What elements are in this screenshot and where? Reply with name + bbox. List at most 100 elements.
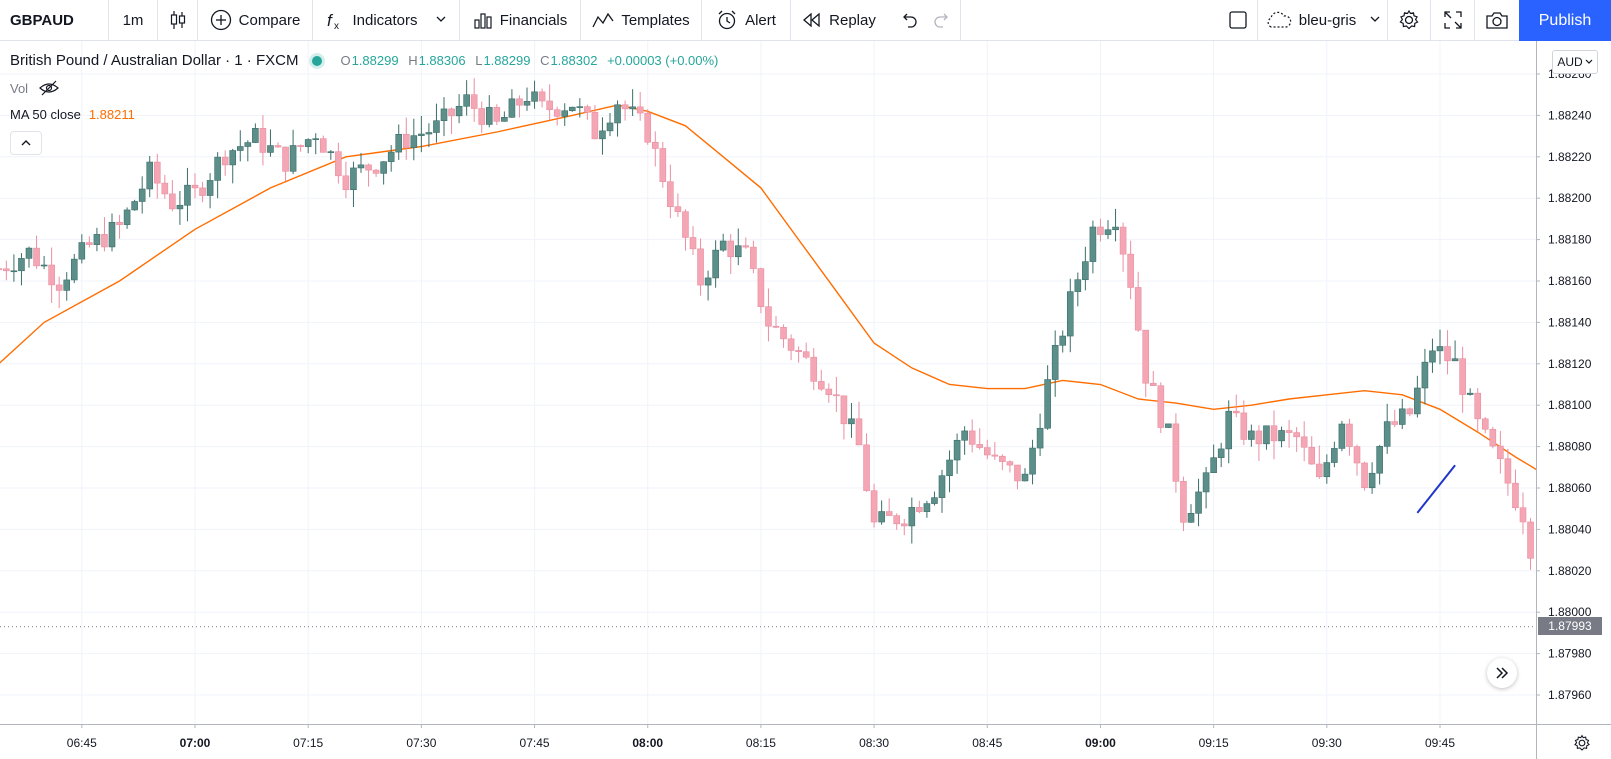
indicators-button[interactable]: f x Indicators: [313, 0, 460, 40]
candle-down-body: [1293, 432, 1300, 438]
collapse-legend-button[interactable]: [10, 131, 42, 155]
candle-up-body: [214, 156, 221, 181]
time-tick-label: 08:00: [632, 736, 663, 750]
symbol-search-button[interactable]: GBPAUD: [0, 0, 109, 40]
price-chart[interactable]: 1.87960 1.87980 1.88000 1.88020 1.88040 1.880…: [0, 41, 1611, 759]
close-value: 1.88302: [550, 53, 598, 68]
candle-up-body: [1451, 358, 1459, 362]
candle-down-body: [667, 181, 674, 207]
candle-down-body: [1361, 462, 1368, 489]
eye-crossed-icon[interactable]: [38, 80, 60, 96]
alert-button[interactable]: Alert: [702, 0, 791, 40]
candle-up-body: [418, 133, 425, 136]
candle-up-body: [138, 188, 146, 202]
candle-up-body: [1210, 457, 1217, 474]
financials-button[interactable]: Financials: [460, 0, 581, 40]
candle-down-body: [1512, 482, 1519, 509]
candle-up-body: [1217, 448, 1225, 458]
candle-down-body: [1097, 226, 1104, 235]
volume-legend[interactable]: Vol: [10, 80, 60, 96]
candle-down-body: [86, 242, 93, 245]
candle-down-body: [863, 444, 870, 491]
candle-down-body: [968, 430, 976, 445]
time-tick-label: 07:15: [293, 736, 323, 750]
candle-up-body: [1089, 226, 1097, 262]
trend-line-drawing: [1416, 464, 1456, 514]
candle-up-body: [1429, 350, 1436, 363]
candle-down-body: [1459, 358, 1466, 395]
fullscreen-layout-button[interactable]: [1218, 0, 1258, 40]
candle-up-body: [327, 151, 335, 153]
candle-down-body: [1149, 382, 1157, 386]
candle-up-body: [1029, 447, 1036, 475]
candle-up-body: [1225, 410, 1233, 450]
candle-up-body: [1323, 462, 1331, 478]
candle-up-body: [236, 146, 244, 151]
undo-button[interactable]: [895, 0, 923, 40]
candles-icon: [170, 11, 185, 29]
fullscreen-button[interactable]: [1431, 0, 1475, 40]
candle-down-body: [787, 338, 795, 351]
settings-button[interactable]: [1388, 0, 1431, 40]
interval-button[interactable]: 1m: [109, 0, 158, 40]
candle-down-body: [282, 146, 289, 172]
time-tick-label: 09:00: [1085, 736, 1116, 750]
compare-button[interactable]: Compare: [198, 0, 313, 40]
candle-down-body: [516, 98, 523, 106]
candle-up-body: [1248, 430, 1255, 440]
open-value: 1.88299: [351, 53, 399, 68]
last-price-value: 1.87993: [1548, 619, 1592, 633]
high-label: H: [408, 53, 418, 68]
candle-down-body: [750, 246, 757, 269]
snapshot-button[interactable]: [1475, 0, 1519, 40]
candle-down-body: [1180, 481, 1187, 523]
candle-down-body: [493, 107, 501, 122]
ma-legend[interactable]: MA 50 close 1.88211: [10, 107, 135, 122]
time-tick-label: 08:30: [859, 736, 889, 750]
candle-down-body: [33, 247, 40, 267]
candle-down-body: [833, 394, 840, 397]
candle-down-body: [795, 350, 802, 353]
candle-up-body: [606, 122, 614, 132]
interval-label: 1m: [122, 11, 144, 29]
candle-up-body: [229, 150, 237, 166]
time-tick-label: 09:15: [1199, 736, 1229, 750]
candle-up-body: [1187, 512, 1195, 523]
ma-label: MA 50 close: [10, 107, 81, 122]
candle-up-body: [568, 106, 576, 112]
candle-down-body: [1270, 425, 1278, 442]
candle-down-body: [765, 306, 772, 327]
chart-type-button[interactable]: [158, 0, 198, 40]
time-tick-label: 09:45: [1425, 736, 1455, 750]
price-tick-label: 1.88000: [1548, 605, 1592, 619]
candle-up-body: [1021, 473, 1029, 482]
price-axis[interactable]: 1.87960 1.87980 1.88000 1.88020 1.88040 1.880…: [1536, 41, 1611, 759]
candle-down-body: [199, 187, 206, 196]
candle-up-body: [1436, 346, 1444, 352]
publish-button[interactable]: Publish: [1519, 0, 1611, 41]
close-label: C: [540, 53, 550, 68]
axis-settings-button[interactable]: [1569, 730, 1595, 756]
time-tick-label: 06:45: [67, 736, 97, 750]
candle-up-body: [433, 120, 440, 133]
function-icon: f x: [327, 11, 339, 31]
templates-button[interactable]: Templates: [581, 0, 702, 40]
price-tick-label: 1.88180: [1548, 233, 1592, 247]
candle-down-body: [191, 184, 199, 189]
price-tick-label: 1.88200: [1548, 191, 1592, 205]
scroll-to-realtime-button[interactable]: [1487, 658, 1517, 688]
candle-down-body: [1142, 329, 1150, 384]
currency-button[interactable]: AUD: [1552, 50, 1598, 74]
candle-up-body: [289, 145, 297, 172]
replay-button[interactable]: Replay: [791, 0, 887, 40]
candle-up-body: [176, 204, 184, 210]
chart-grid: [0, 41, 1536, 724]
candle-up-body: [440, 108, 448, 121]
layout-button[interactable]: bleu-gris: [1258, 0, 1388, 40]
candle-up-body: [387, 151, 395, 162]
redo-button[interactable]: [923, 0, 961, 40]
last-price-label: 1.87993: [1538, 617, 1602, 635]
candle-down-body: [840, 395, 848, 425]
time-axis[interactable]: 06:45 07:00 07:15 07:30 07:45 08:00 08:15 08:30…: [0, 724, 1611, 750]
price-tick-label: 1.88140: [1548, 315, 1592, 329]
